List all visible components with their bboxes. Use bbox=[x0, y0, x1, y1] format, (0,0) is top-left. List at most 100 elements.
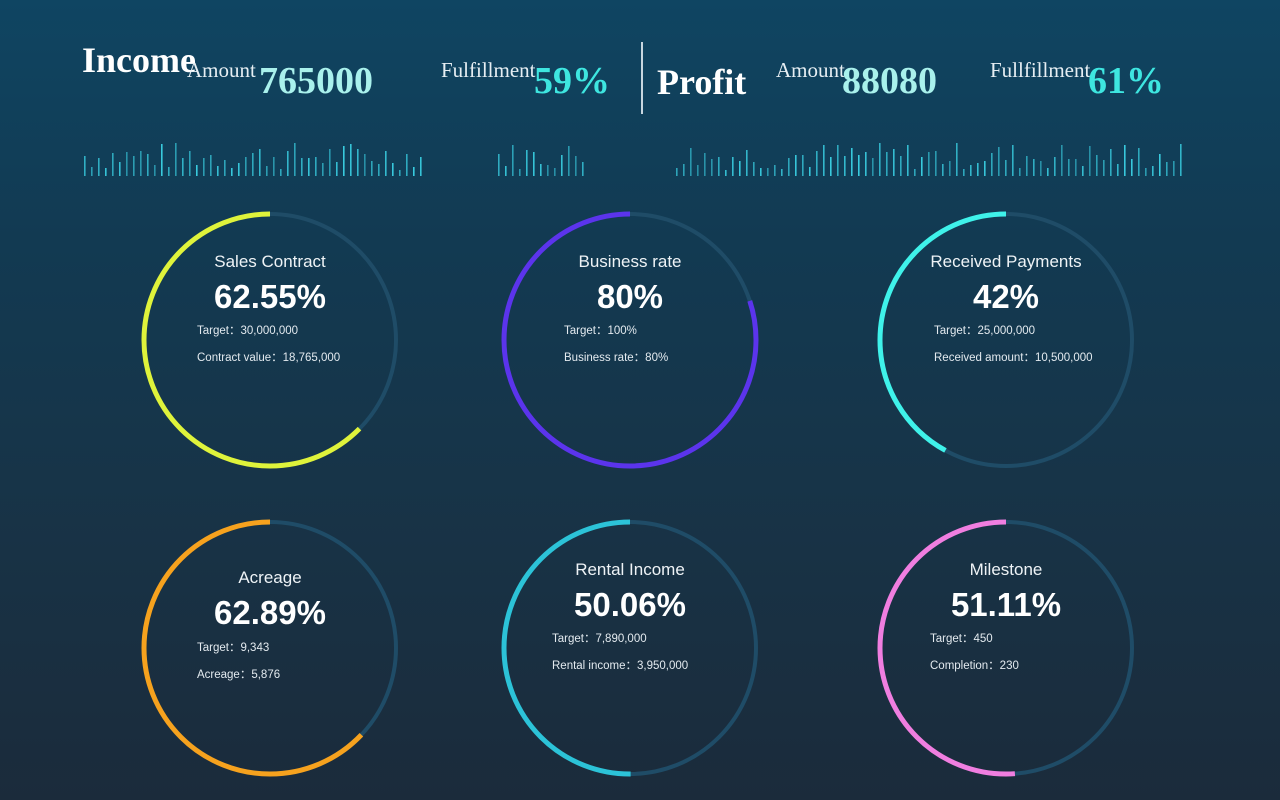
gauge-target: Target：9,343 bbox=[197, 642, 270, 654]
equalizer-bar bbox=[991, 153, 993, 176]
equalizer-bar bbox=[1061, 145, 1063, 176]
equalizer-bar bbox=[224, 160, 226, 176]
equalizer-bar bbox=[683, 164, 685, 176]
equalizer-bar bbox=[1033, 159, 1035, 176]
equalizer-bar bbox=[350, 144, 352, 176]
income-title: Income bbox=[82, 40, 196, 80]
equalizer-bar bbox=[809, 167, 811, 176]
equalizer-bar bbox=[851, 148, 853, 176]
gauge-title: Acreage bbox=[238, 568, 302, 587]
equalizer-bar bbox=[533, 152, 535, 176]
gauge-actual: Contract value：18,765,000 bbox=[197, 352, 341, 364]
gauge-ring bbox=[501, 211, 759, 469]
equalizer-bar bbox=[788, 158, 790, 176]
equalizer-bar bbox=[392, 163, 394, 176]
profit-fulfillment-value: 61% bbox=[1088, 60, 1164, 102]
equalizer-bar bbox=[301, 158, 303, 176]
equalizer-bar bbox=[203, 158, 205, 176]
equalizer-bar bbox=[1124, 145, 1126, 176]
gauge-acreage[interactable]: Acreage 62.89% Target：9,343 Acreage：5,87… bbox=[130, 508, 410, 788]
gauge-title: Received Payments bbox=[930, 252, 1082, 271]
gauge-actual: Rental income：3,950,000 bbox=[552, 660, 689, 672]
equalizer-bar bbox=[1166, 162, 1168, 176]
equalizer-bar bbox=[280, 169, 282, 176]
gauge-percentage: 50.06% bbox=[574, 586, 686, 623]
equalizer-bar bbox=[1096, 155, 1098, 176]
equalizer-bar bbox=[575, 156, 577, 176]
equalizer-bar bbox=[690, 148, 692, 176]
equalizer-bar bbox=[140, 151, 142, 176]
equalizer-bar bbox=[886, 152, 888, 176]
gauge-ring bbox=[877, 519, 1135, 777]
equalizer-bar bbox=[1110, 149, 1112, 176]
equalizer-bar bbox=[273, 157, 275, 176]
equalizer-bar bbox=[189, 151, 191, 176]
decorative-equalizer-bars bbox=[84, 143, 1182, 176]
equalizer-bar bbox=[949, 161, 951, 176]
equalizer-bar bbox=[1180, 144, 1182, 176]
equalizer-bar bbox=[196, 165, 198, 176]
equalizer-bar bbox=[977, 163, 979, 176]
equalizer-bar bbox=[1068, 159, 1070, 176]
equalizer-bar bbox=[399, 170, 401, 176]
equalizer-bar bbox=[1159, 154, 1161, 176]
profit-fulfillment-label: Fullfillment bbox=[990, 58, 1091, 82]
equalizer-bar bbox=[1054, 157, 1056, 176]
gauge-business-rate[interactable]: Business rate 80% Target：100% Business r… bbox=[490, 200, 770, 480]
equalizer-bar bbox=[1075, 159, 1077, 176]
equalizer-bar bbox=[175, 143, 177, 176]
equalizer-bar bbox=[98, 158, 100, 176]
equalizer-bar bbox=[420, 157, 422, 176]
equalizer-bar bbox=[753, 162, 755, 176]
equalizer-bar bbox=[126, 152, 128, 176]
equalizer-bar bbox=[329, 149, 331, 176]
equalizer-bar bbox=[725, 170, 727, 176]
gauge-sales-contract[interactable]: Sales Contract 62.55% Target：30,000,000 … bbox=[130, 200, 410, 480]
equalizer-bar bbox=[858, 155, 860, 176]
equalizer-bar bbox=[385, 151, 387, 176]
equalizer-bar bbox=[1103, 160, 1105, 176]
gauge-percentage: 42% bbox=[972, 278, 1040, 315]
income-fulfillment-value: 59% bbox=[534, 60, 610, 102]
equalizer-bar bbox=[154, 165, 156, 176]
equalizer-bar bbox=[371, 161, 373, 176]
equalizer-bar bbox=[1005, 160, 1007, 176]
equalizer-bar bbox=[998, 147, 1000, 176]
equalizer-bar bbox=[907, 145, 909, 176]
equalizer-bar bbox=[308, 158, 310, 176]
equalizer-bar bbox=[816, 151, 818, 176]
equalizer-bar bbox=[161, 144, 163, 176]
gauge-rental-income[interactable]: Rental Income 50.06% Target：7,890,000 Re… bbox=[490, 508, 770, 788]
gauge-received-payments[interactable]: Received Payments 42% Target：25,000,000 … bbox=[866, 200, 1146, 480]
gauge-actual: Business rate：80% bbox=[564, 352, 669, 364]
gauge-percentage: 80% bbox=[596, 278, 664, 315]
equalizer-bar bbox=[147, 154, 149, 176]
gauge-ring bbox=[141, 211, 399, 469]
equalizer-bar bbox=[1138, 148, 1140, 176]
gauge-actual: Completion：230 bbox=[930, 660, 1019, 672]
equalizer-bar bbox=[519, 169, 521, 176]
gauge-ring bbox=[141, 519, 399, 777]
equalizer-bar bbox=[182, 158, 184, 176]
equalizer-bar bbox=[711, 159, 713, 176]
equalizer-bar bbox=[568, 146, 570, 176]
equalizer-bar bbox=[266, 166, 268, 176]
gauge-milestone[interactable]: Milestone 51.11% Target：450 Completion：2… bbox=[866, 508, 1146, 788]
profit-title: Profit bbox=[657, 62, 747, 102]
equalizer-bar bbox=[406, 154, 408, 176]
equalizer-bar bbox=[315, 157, 317, 176]
equalizer-bar bbox=[1047, 168, 1049, 176]
gauge-percentage: 62.89% bbox=[214, 594, 326, 631]
income-amount-label: Amount bbox=[187, 58, 256, 82]
equalizer-bar bbox=[378, 164, 380, 176]
equalizer-bar bbox=[914, 169, 916, 176]
equalizer-bar bbox=[498, 154, 500, 176]
equalizer-bar bbox=[540, 164, 542, 176]
equalizer-bar bbox=[252, 153, 254, 176]
gauge-title: Rental Income bbox=[575, 560, 685, 579]
equalizer-bar bbox=[1152, 166, 1154, 176]
gauge-title: Sales Contract bbox=[214, 252, 326, 271]
equalizer-bar bbox=[547, 165, 549, 176]
gauge-ring bbox=[877, 211, 1135, 469]
gauge-progress-arc bbox=[141, 519, 399, 777]
